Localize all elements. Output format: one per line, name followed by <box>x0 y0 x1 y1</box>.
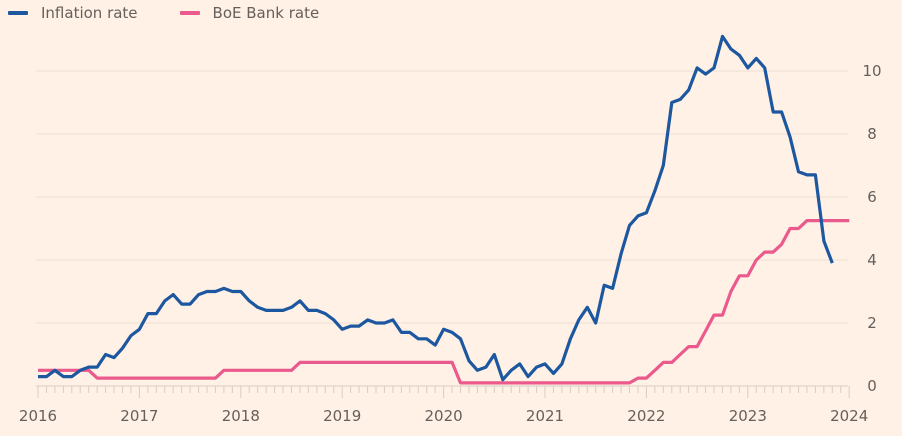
y-axis: 0 2 4 6 8 10 <box>862 62 881 395</box>
x-tick-label: 2022 <box>627 407 665 425</box>
x-tick-label: 2021 <box>526 407 564 425</box>
legend-swatch-inflation <box>8 11 28 15</box>
y-tick-label: 6 <box>867 188 877 206</box>
x-tick-label: 2019 <box>323 407 361 425</box>
y-tick-label: 2 <box>867 314 877 332</box>
x-tick-label: 2024 <box>830 407 868 425</box>
x-tick-label: 2018 <box>222 407 260 425</box>
legend-label-inflation: Inflation rate <box>41 4 138 22</box>
x-tick-label: 2023 <box>729 407 767 425</box>
legend-item-bank-rate: BoE Bank rate <box>179 4 320 22</box>
series-line-bank-rate <box>38 219 850 385</box>
series-line-inflation <box>38 34 834 382</box>
x-tick-label: 2020 <box>425 407 463 425</box>
gridlines <box>36 70 848 324</box>
y-tick-label: 10 <box>862 62 881 80</box>
x-tick-label: 2016 <box>19 407 57 425</box>
legend-label-bank-rate: BoE Bank rate <box>212 4 320 22</box>
y-tick-label: 4 <box>867 251 877 269</box>
x-tick-label: 2017 <box>120 407 158 425</box>
series <box>38 34 850 385</box>
legend-item-inflation: Inflation rate <box>8 4 138 22</box>
x-axis: 2016 2017 2018 2019 2020 2021 2022 2023 2024 <box>19 385 868 425</box>
legend: Inflation rate BoE Bank rate <box>8 4 361 22</box>
y-tick-label: 0 <box>867 377 877 395</box>
legend-swatch-bank-rate <box>179 11 200 15</box>
y-tick-label: 8 <box>867 125 877 143</box>
